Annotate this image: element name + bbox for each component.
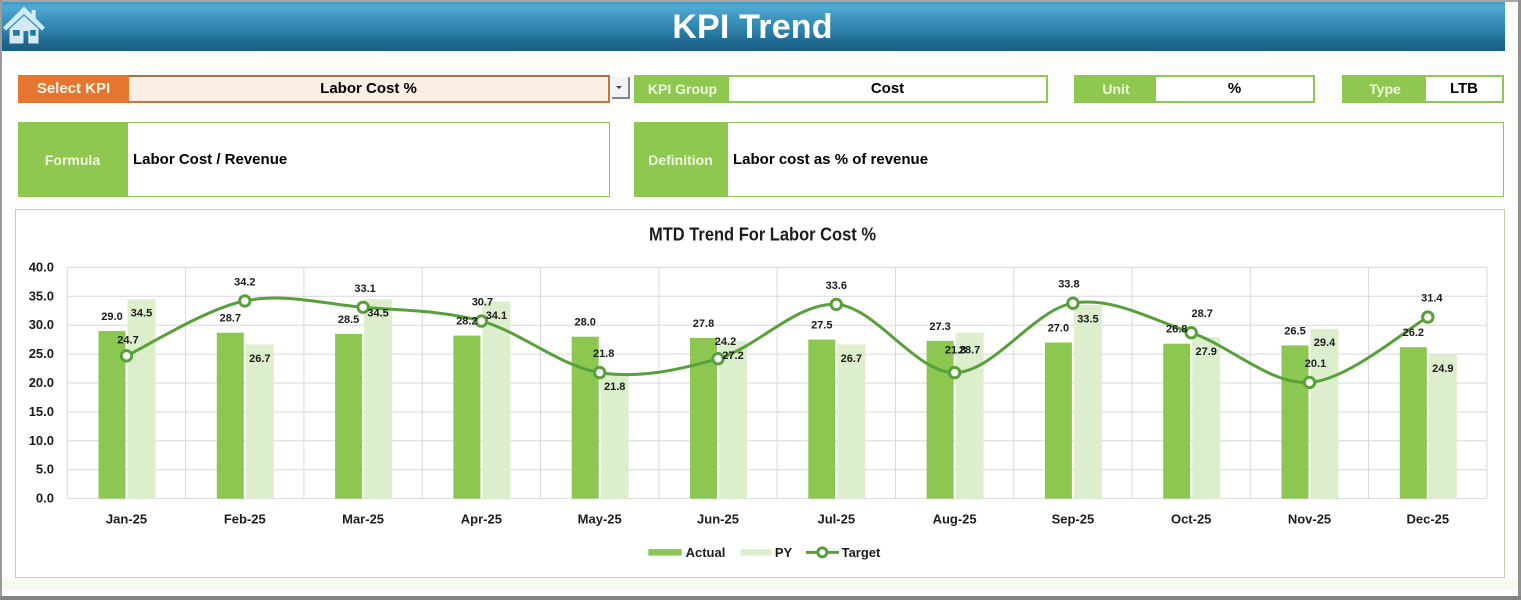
svg-text:29.0: 29.0 (101, 311, 122, 323)
svg-text:27.3: 27.3 (929, 321, 950, 333)
svg-text:30.7: 30.7 (472, 297, 493, 309)
svg-text:27.2: 27.2 (722, 350, 743, 362)
svg-text:26.7: 26.7 (841, 353, 862, 365)
svg-text:26.7: 26.7 (249, 353, 270, 365)
svg-text:26.8: 26.8 (1166, 324, 1187, 336)
svg-text:Actual: Actual (686, 545, 726, 560)
svg-text:27.9: 27.9 (1195, 346, 1216, 358)
svg-text:33.1: 33.1 (354, 283, 375, 295)
svg-text:Jul-25: Jul-25 (818, 511, 856, 526)
svg-text:24.7: 24.7 (117, 334, 138, 346)
svg-text:21.8: 21.8 (945, 345, 966, 357)
svg-text:May-25: May-25 (578, 511, 622, 526)
svg-text:Feb-25: Feb-25 (224, 511, 266, 526)
svg-text:20.0: 20.0 (29, 375, 54, 390)
svg-text:Jun-25: Jun-25 (697, 511, 739, 526)
svg-text:28.7: 28.7 (220, 313, 241, 325)
svg-text:Sep-25: Sep-25 (1052, 511, 1095, 526)
svg-text:20.1: 20.1 (1305, 358, 1326, 370)
svg-text:PY: PY (775, 545, 793, 560)
svg-text:0.0: 0.0 (36, 491, 54, 506)
svg-text:Oct-25: Oct-25 (1171, 511, 1211, 526)
svg-text:MTD Trend For Labor Cost %: MTD Trend For Labor Cost % (649, 224, 876, 244)
svg-text:25.0: 25.0 (29, 346, 54, 361)
svg-text:28.7: 28.7 (959, 345, 980, 357)
svg-text:33.5: 33.5 (1077, 314, 1098, 326)
svg-text:10.0: 10.0 (29, 433, 54, 448)
svg-text:29.4: 29.4 (1314, 337, 1336, 349)
svg-text:28.7: 28.7 (1191, 308, 1212, 320)
svg-text:34.5: 34.5 (131, 308, 152, 320)
svg-text:33.6: 33.6 (826, 280, 847, 292)
svg-text:27.5: 27.5 (811, 320, 832, 332)
svg-text:26.5: 26.5 (1284, 325, 1305, 337)
svg-text:28.5: 28.5 (338, 314, 359, 326)
svg-text:27.8: 27.8 (693, 318, 714, 330)
svg-text:28.0: 28.0 (574, 317, 595, 329)
svg-text:Mar-25: Mar-25 (342, 511, 384, 526)
svg-text:24.2: 24.2 (715, 336, 736, 348)
svg-text:27.0: 27.0 (1048, 323, 1069, 335)
svg-text:Nov-25: Nov-25 (1288, 511, 1331, 526)
svg-text:Aug-25: Aug-25 (933, 511, 977, 526)
svg-text:5.0: 5.0 (36, 462, 54, 477)
svg-text:34.2: 34.2 (234, 276, 255, 288)
svg-text:21.8: 21.8 (604, 381, 625, 393)
svg-text:33.8: 33.8 (1058, 279, 1079, 291)
svg-text:Jan-25: Jan-25 (106, 511, 147, 526)
svg-text:28.2: 28.2 (456, 316, 477, 328)
svg-text:31.4: 31.4 (1421, 293, 1443, 305)
svg-text:15.0: 15.0 (29, 404, 54, 419)
svg-text:24.9: 24.9 (1432, 363, 1453, 375)
svg-text:26.2: 26.2 (1403, 327, 1424, 339)
svg-text:21.8: 21.8 (593, 348, 614, 360)
svg-text:34.5: 34.5 (367, 308, 388, 320)
svg-text:34.1: 34.1 (486, 310, 507, 322)
svg-text:Dec-25: Dec-25 (1406, 511, 1449, 526)
svg-text:40.0: 40.0 (29, 259, 54, 274)
svg-text:30.0: 30.0 (29, 317, 54, 332)
svg-text:35.0: 35.0 (29, 288, 54, 303)
svg-text:Apr-25: Apr-25 (461, 511, 502, 526)
svg-text:Target: Target (842, 545, 881, 560)
